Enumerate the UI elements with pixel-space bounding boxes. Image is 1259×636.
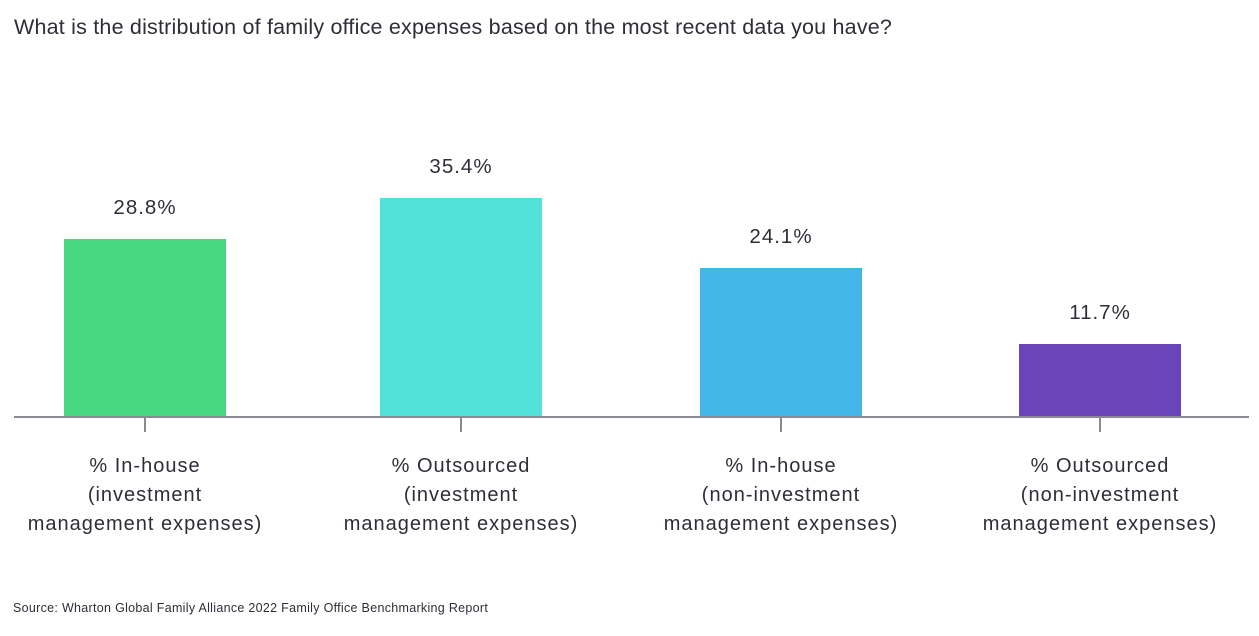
x-axis-line xyxy=(14,416,1249,418)
bar-0 xyxy=(64,239,226,416)
x-axis-tick-2 xyxy=(780,418,782,432)
x-axis-category-label-2: % In-house (non-investment management ex… xyxy=(663,455,899,535)
bar-value-label-1: 35.4% xyxy=(429,155,493,178)
bar-value-label-0: 28.8% xyxy=(113,196,177,219)
x-axis-category-label-3: % Outsourced (non-investment management … xyxy=(982,455,1218,535)
bar-3 xyxy=(1019,344,1181,416)
x-axis-tick-1 xyxy=(460,418,462,432)
x-axis-tick-0 xyxy=(144,418,146,432)
bar-1 xyxy=(380,198,542,416)
x-axis-tick-3 xyxy=(1099,418,1101,432)
source-note: Source: Wharton Global Family Alliance 2… xyxy=(13,601,489,615)
bar-value-label-3: 11.7% xyxy=(1069,301,1131,324)
x-axis-category-label-0: % In-house (investment management expens… xyxy=(27,455,263,535)
bar-2 xyxy=(700,268,862,416)
x-axis-category-label-1: % Outsourced (investment management expe… xyxy=(343,455,579,535)
chart-title: What is the distribution of family offic… xyxy=(14,15,893,39)
bar-value-label-2: 24.1% xyxy=(749,225,813,248)
